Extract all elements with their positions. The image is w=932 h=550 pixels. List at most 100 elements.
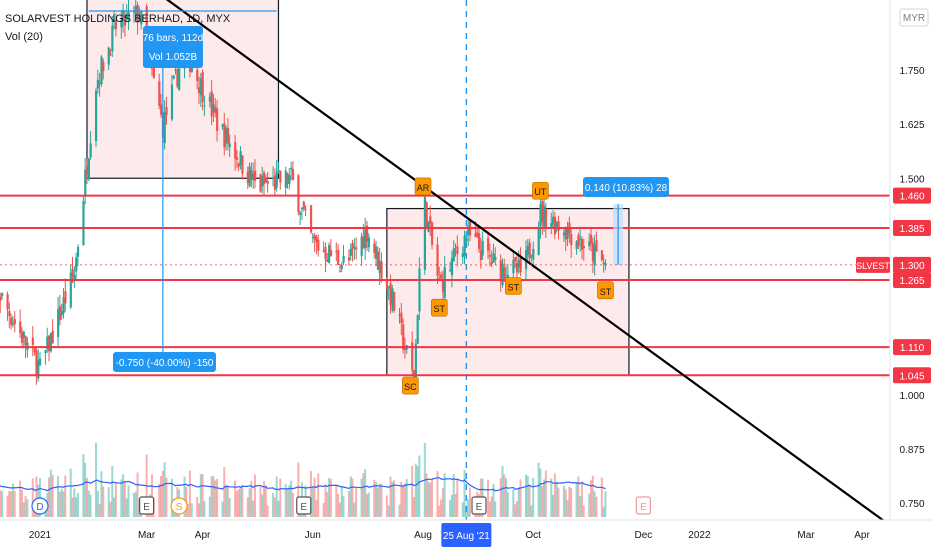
volume-bar [275, 476, 278, 517]
candle-body [389, 283, 392, 305]
price-rise-callout [583, 177, 669, 197]
volume-bar [62, 491, 65, 517]
volume-bar [73, 488, 76, 517]
candle-body [539, 204, 542, 227]
tag-label: ST [433, 304, 445, 314]
time-tick-label: 2022 [688, 530, 711, 541]
candle-body [132, 11, 136, 13]
price-rise-text: 0.140 (10.83%) 28 [585, 183, 668, 194]
candle-body [402, 324, 405, 350]
volume-bar [487, 479, 490, 517]
volume-bar [602, 506, 605, 517]
volume-bar [158, 483, 161, 517]
candle-body [24, 336, 27, 346]
candle-body [290, 167, 293, 170]
volume-bar [225, 484, 228, 517]
candle-body [465, 238, 468, 241]
candle-body [64, 291, 67, 304]
time-tick-label: 2021 [29, 530, 52, 541]
volume-bar [503, 474, 506, 517]
candle-body [39, 358, 42, 366]
volume-bar [391, 481, 394, 517]
volume-bar [223, 467, 226, 517]
candle-body [174, 69, 177, 71]
volume-bar [488, 501, 491, 517]
volume-bar [324, 484, 327, 517]
candle-body [87, 158, 90, 180]
time-tick-label: Mar [138, 530, 156, 541]
measure-tools[interactable]: 76 bars, 112d Vol 1.052B -0.750 (-40.00%) … [88, 10, 669, 372]
candle-body [492, 253, 495, 262]
candle-body [564, 228, 567, 240]
candle-body [342, 256, 345, 263]
candle-body [579, 238, 582, 241]
candle-body [95, 90, 98, 142]
candle-body [125, 14, 128, 20]
candle-body [362, 236, 365, 249]
volume-bar [351, 478, 354, 517]
candle-body [277, 170, 280, 172]
candle-body [335, 251, 338, 253]
volume-bar [530, 505, 533, 517]
time-tick-label: Oct [525, 530, 541, 541]
candle-body [214, 107, 217, 114]
volume-bar [134, 491, 137, 517]
price-tick-label: 1.625 [899, 120, 924, 131]
volume-bar [365, 494, 368, 517]
candle-body [300, 207, 304, 210]
volume-bar [411, 465, 414, 517]
volume-bar [277, 500, 280, 517]
volume-bar [109, 501, 112, 517]
candle-body [425, 202, 428, 228]
candle-body [355, 247, 358, 250]
candle-body [582, 246, 585, 249]
candle-body [138, 17, 141, 21]
volume-bar [288, 485, 291, 517]
volume-bar [416, 466, 419, 517]
candle-body [478, 233, 481, 250]
candle-body [264, 178, 268, 183]
candle-body [163, 111, 166, 144]
horizontal-levels[interactable] [0, 194, 890, 377]
candle-body [467, 225, 470, 236]
candle-body [364, 229, 367, 249]
price-drop-text: -0.750 (-40.00%) -150 [116, 358, 214, 369]
volume-bar [64, 475, 67, 517]
candle-body [393, 291, 396, 311]
volume-bar [355, 488, 358, 517]
volume-bar [132, 493, 135, 517]
volume-bar [360, 478, 363, 517]
volume-bar [221, 501, 224, 517]
volume-bar [322, 502, 325, 517]
level-price-badge [893, 272, 931, 289]
volume-bar [532, 477, 535, 517]
candle-body [532, 248, 535, 260]
level-price-text: 1.385 [899, 224, 924, 235]
candle-body [429, 216, 432, 224]
trendline[interactable] [103, 0, 890, 526]
volume-bar [163, 462, 166, 517]
candle-body [82, 200, 85, 245]
candle-body [423, 196, 427, 270]
volume-bar [580, 482, 583, 517]
candle-body [85, 166, 89, 175]
price-tick-label: 1.000 [899, 391, 924, 402]
candle-body [196, 69, 199, 81]
candle-body [165, 107, 168, 116]
candle-body [8, 311, 11, 317]
candle-body [248, 166, 251, 187]
volume-bar [102, 486, 105, 517]
event-marker-s [170, 497, 188, 515]
candle-body [528, 242, 531, 259]
volume-bar [604, 491, 607, 517]
candle-body [543, 205, 546, 227]
candle-body [46, 336, 49, 350]
candle-body [309, 205, 313, 233]
volume-bar [454, 493, 457, 517]
currency-badge[interactable] [899, 8, 929, 27]
volume-bar [467, 499, 470, 517]
candle-body [550, 223, 553, 228]
volume-bar [259, 487, 262, 517]
